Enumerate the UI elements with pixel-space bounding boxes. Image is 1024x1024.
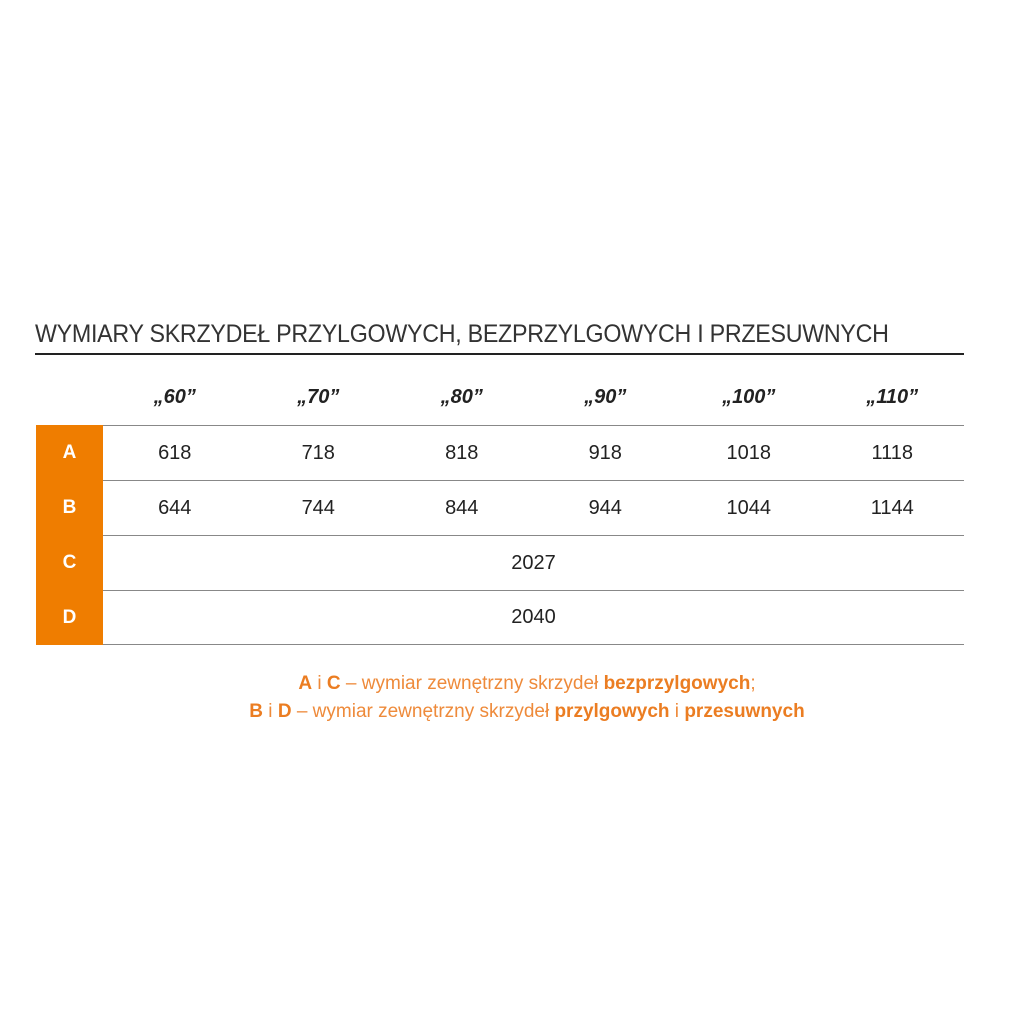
table-row: A 618 718 818 918 1018 1118	[36, 425, 964, 480]
table-cell: 918	[588, 441, 622, 464]
column-header: „110”	[866, 386, 919, 408]
note-emphasis: przesuwnych	[684, 701, 805, 722]
table-title: WYMIARY SKRZYDEŁ PRZYLGOWYCH, BEZPRZYLGO…	[35, 320, 889, 348]
note-key: A	[298, 673, 313, 694]
note-text: i	[669, 701, 685, 722]
table-cell: 744	[301, 496, 335, 519]
note-text: ;	[750, 673, 756, 694]
table-cell: 944	[588, 496, 622, 519]
column-header: „90”	[584, 386, 627, 408]
row-label: C	[36, 535, 103, 590]
table-cell: 818	[445, 441, 479, 464]
table-cell: 844	[445, 496, 479, 519]
note-text: i	[263, 701, 278, 722]
note-emphasis: przylgowych	[554, 701, 670, 722]
header-row: „60” „70” „80” „90” „100” „110”	[103, 370, 964, 425]
row-label: B	[36, 480, 103, 535]
footnote-line: A i C – wymiar zewnętrzny skrzydeł bezpr…	[0, 670, 1024, 698]
note-text: – wymiar zewnętrzny skrzydeł	[291, 701, 555, 722]
table-row: D 2040	[36, 590, 964, 645]
table-cell: 644	[158, 496, 192, 519]
column-header: „80”	[440, 386, 483, 408]
table-cell-span: 2040	[511, 606, 556, 628]
note-emphasis: bezprzylgowych	[603, 673, 751, 694]
footnote-line: B i D – wymiar zewnętrzny skrzydeł przyl…	[0, 698, 1024, 726]
note-text: i	[312, 673, 327, 694]
table-cell: 1044	[726, 496, 772, 519]
note-text: – wymiar zewnętrzny skrzydeł	[340, 673, 604, 694]
table-cell: 618	[158, 441, 192, 464]
table-cell: 718	[301, 441, 335, 464]
note-key: D	[277, 701, 292, 722]
column-header: „100”	[722, 386, 776, 408]
note-key: B	[249, 701, 264, 722]
column-header: „70”	[297, 386, 340, 408]
table-row: C 2027	[36, 535, 964, 590]
footnotes: A i C – wymiar zewnętrzny skrzydeł bezpr…	[0, 670, 1024, 726]
column-header: „60”	[153, 386, 196, 408]
row-label: A	[36, 425, 103, 480]
table-cell: 1144	[870, 496, 914, 519]
table-row: B 644 744 844 944 1044 1144	[36, 480, 964, 535]
table-cell: 1018	[726, 441, 772, 464]
row-label: D	[36, 590, 103, 645]
title-divider	[35, 353, 964, 355]
table-cell: 1118	[871, 441, 914, 464]
table-cell-span: 2027	[511, 551, 556, 574]
note-key: C	[326, 673, 341, 694]
